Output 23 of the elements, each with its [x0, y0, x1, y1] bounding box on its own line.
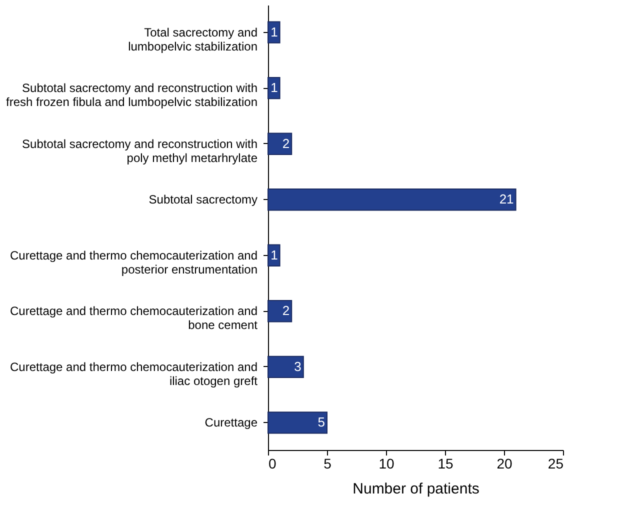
x-tick-label: 10	[378, 456, 394, 472]
y-tick-label: Curettage	[204, 416, 258, 430]
data-label: 3	[294, 358, 302, 374]
y-tick-label: Subtotal sacrectomy	[148, 192, 258, 207]
data-label: 1	[270, 247, 278, 262]
data-label: 21	[499, 192, 514, 207]
y-tick-label: Curettage and thermo chemocauterization and posterior enstrumentation	[10, 248, 258, 276]
x-tick-label: 20	[496, 456, 512, 472]
y-tick-label: Subtotal sacrectomy and reconstruction with fresh frozen fibula and lumbopelvic stabilization	[6, 81, 258, 110]
x-tick-label: 5	[324, 456, 332, 472]
x-tick-label: 15	[438, 456, 454, 472]
data-label: 1	[270, 80, 278, 96]
y-tick-label: Total sacrectomy and lumbopelvic stabilization	[128, 25, 258, 54]
x-axis-title: Number of patients	[352, 480, 480, 498]
data-label: 2	[282, 303, 290, 318]
data-label: 5	[318, 414, 325, 430]
x-tick-label: 25	[548, 456, 564, 472]
y-tick-label: Curettage and thermo chemocauterization and iliac otogen greft	[10, 360, 258, 388]
y-tick-label: Subtotal sacrectomy and reconstruction with poly methyl metarhrylate	[22, 136, 258, 165]
data-label: 2	[282, 136, 290, 151]
data-label: 1	[270, 24, 278, 40]
y-tick-label: Curettage and thermo chemocauterization and bone cement	[10, 304, 258, 332]
x-tick-label: 0	[268, 456, 276, 472]
